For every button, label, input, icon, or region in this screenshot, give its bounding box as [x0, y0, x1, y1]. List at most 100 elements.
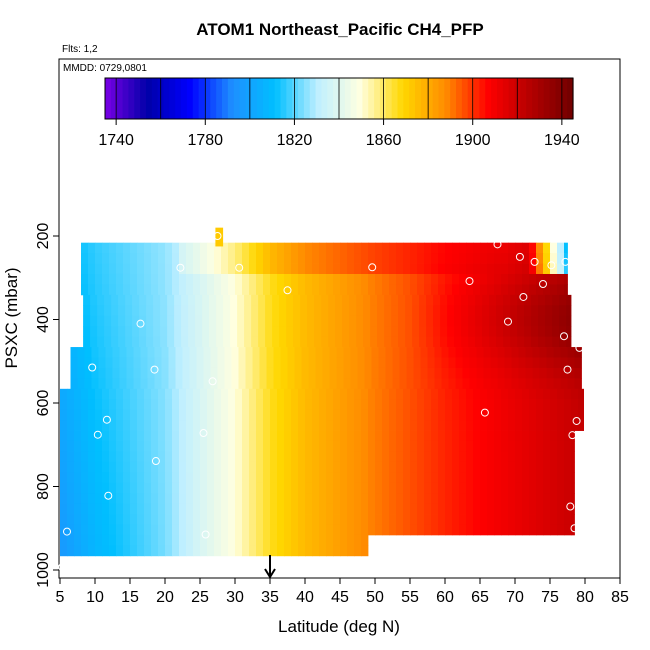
heat-cell — [466, 440, 474, 452]
heat-cell — [277, 273, 285, 285]
heat-cell — [438, 440, 446, 452]
heat-cell — [305, 440, 313, 452]
heat-cell — [410, 253, 418, 264]
heat-cell — [431, 482, 439, 494]
sample-points — [58, 232, 584, 572]
heat-cell — [403, 284, 411, 296]
heat-cell — [319, 472, 327, 484]
heat-cell — [179, 451, 187, 463]
heat-cell — [207, 430, 215, 442]
heat-cell — [445, 461, 453, 473]
heat-cell — [263, 472, 271, 484]
heat-cell — [144, 273, 152, 285]
heat-cell — [179, 420, 187, 431]
heat-cell — [277, 472, 285, 484]
heat-cell — [209, 294, 217, 306]
heat-cell — [494, 440, 502, 452]
heat-cell — [214, 524, 222, 536]
heat-cell — [347, 503, 355, 515]
heat-cell — [200, 461, 208, 473]
heat-cell — [67, 420, 75, 431]
heat-cell — [363, 315, 371, 327]
heat-cell — [536, 430, 544, 442]
heat-cell — [438, 263, 446, 275]
heat-cell — [291, 545, 299, 557]
heat-cell — [426, 305, 434, 317]
heat-cell — [536, 482, 544, 494]
heat-cell — [154, 378, 162, 390]
heat-cell — [342, 305, 350, 317]
heat-cell — [238, 357, 246, 369]
heat-cell — [559, 336, 567, 348]
heat-cell — [165, 409, 173, 421]
sample-point — [101, 562, 110, 571]
heat-cell — [333, 420, 341, 431]
heat-cell — [144, 420, 152, 431]
heat-cell — [452, 388, 460, 400]
heat-cell — [151, 482, 159, 494]
heat-cell — [312, 534, 320, 546]
heat-cell — [235, 399, 243, 411]
heat-cell — [501, 420, 509, 431]
heat-cell — [60, 409, 68, 421]
heat-cell — [279, 336, 287, 348]
heat-cell — [95, 420, 103, 431]
heat-cell — [196, 378, 204, 390]
heat-cell — [545, 294, 553, 306]
heat-cell — [81, 284, 89, 296]
colorbar-segment — [415, 78, 422, 119]
heat-cell — [265, 326, 273, 338]
sample-point — [63, 527, 71, 536]
heat-cell — [434, 378, 442, 390]
heat-cell — [237, 294, 245, 306]
heat-cell — [347, 451, 355, 463]
heat-cell — [116, 440, 124, 452]
heat-cell — [333, 253, 341, 264]
heat-cell — [209, 336, 217, 348]
heat-cell — [553, 367, 561, 379]
heat-cell — [270, 284, 278, 296]
heat-cell — [158, 253, 166, 264]
heat-cell — [529, 440, 537, 452]
heat-cell — [280, 367, 288, 379]
heat-cell — [476, 347, 484, 358]
heat-cell — [452, 493, 460, 505]
heat-cell — [314, 326, 322, 338]
sample-point — [519, 292, 528, 301]
heat-cell — [60, 534, 68, 546]
heat-cell — [209, 326, 217, 338]
heat-cell — [438, 503, 446, 515]
heat-cell — [172, 493, 180, 505]
x-tick-label: 35 — [261, 589, 279, 606]
heat-cell — [405, 326, 413, 338]
heat-cell — [60, 472, 68, 484]
sample-point — [368, 263, 377, 272]
heat-cell — [81, 409, 89, 421]
sample-point — [150, 365, 159, 374]
heat-cell — [221, 242, 229, 254]
heat-cell — [266, 367, 274, 379]
heat-cell — [550, 273, 558, 285]
heat-cell — [298, 430, 306, 442]
heat-cell — [552, 315, 560, 327]
heat-cell — [347, 482, 355, 494]
heat-cell — [356, 294, 364, 306]
heat-cell — [333, 524, 341, 536]
heat-cell — [564, 472, 572, 484]
heat-cell — [207, 514, 215, 525]
sample-point — [151, 562, 160, 571]
heat-cell — [536, 263, 544, 275]
heat-cell — [438, 461, 446, 473]
heat-cell — [140, 367, 148, 379]
heat-cell — [515, 273, 523, 285]
heat-cell — [319, 388, 327, 400]
heat-cell — [538, 294, 546, 306]
heat-cell — [326, 388, 334, 400]
heat-cell — [83, 305, 91, 317]
heat-cell — [508, 284, 516, 296]
heat-cell — [270, 399, 278, 411]
heat-cell — [116, 253, 124, 264]
heat-cell — [363, 336, 371, 348]
heat-cell — [454, 315, 462, 327]
heat-cell — [70, 378, 78, 390]
